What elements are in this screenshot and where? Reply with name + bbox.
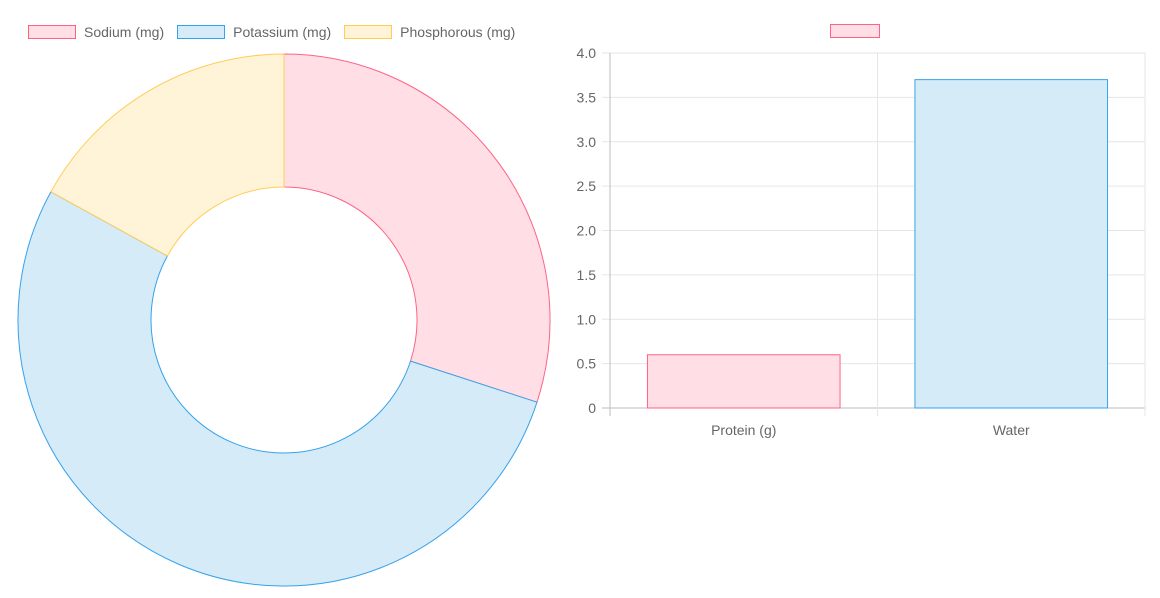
- donut-slice-potassium[interactable]: [17, 191, 538, 587]
- x-tick-label: Protein (g): [711, 422, 776, 438]
- legend-item-sodium[interactable]: Sodium (mg): [28, 24, 164, 40]
- bar-chart: [646, 79, 1109, 409]
- bar-water[interactable]: [914, 79, 1109, 409]
- legend-item-bar-dataset[interactable]: [830, 24, 880, 38]
- donut-legend: Sodium (mg) Potassium (mg) Phosphorous (…: [28, 24, 528, 40]
- bar-chart-axes: 0 0.5 1.0 1.5 2.0 2.5 3.0 3.5 4.0 Protein (g) Wate…: [577, 45, 1030, 438]
- legend-swatch-potassium: [177, 25, 226, 39]
- legend-label-potassium: Potassium (mg): [233, 24, 332, 40]
- legend-label-phosphorous: Phosphorous (mg): [400, 24, 516, 40]
- donut-slice-phosphorous[interactable]: [50, 53, 285, 257]
- y-tick-label: 3.5: [577, 89, 597, 105]
- bar-legend: [830, 24, 893, 38]
- legend-swatch-phosphorous: [344, 25, 393, 39]
- legend-item-phosphorous[interactable]: Phosphorous (mg): [344, 24, 515, 40]
- x-tick-label: Water: [993, 422, 1030, 438]
- y-tick-label: 2.5: [577, 178, 597, 194]
- legend-item-potassium[interactable]: Potassium (mg): [177, 24, 331, 40]
- y-tick-label: 3.0: [577, 134, 597, 150]
- donut-chart: [17, 53, 551, 587]
- y-tick-label: 4.0: [577, 45, 597, 61]
- y-tick-label: 2.0: [577, 223, 597, 239]
- y-tick-label: 0.5: [577, 356, 597, 372]
- legend-label-sodium: Sodium (mg): [84, 24, 165, 40]
- legend-swatch-sodium: [28, 25, 76, 39]
- bar-protein[interactable]: [646, 354, 841, 409]
- legend-swatch-bar-dataset: [830, 24, 880, 38]
- donut-slice-sodium[interactable]: [283, 53, 551, 403]
- y-tick-label: 0: [588, 400, 596, 416]
- y-tick-label: 1.0: [577, 311, 597, 327]
- y-tick-label: 1.5: [577, 267, 597, 283]
